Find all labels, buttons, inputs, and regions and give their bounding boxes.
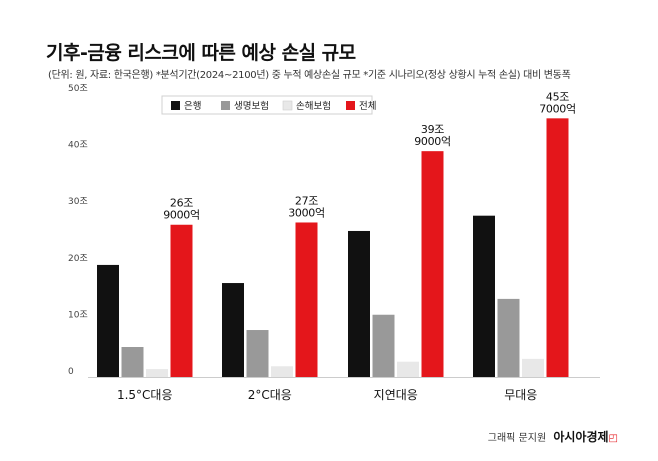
data-label: 39조	[421, 123, 444, 136]
y-tick-label: 10조	[68, 310, 88, 320]
x-tick-label: 지연대응	[374, 388, 418, 402]
legend-swatch	[171, 101, 180, 110]
data-label: 9000억	[414, 135, 451, 148]
bar	[170, 224, 193, 377]
data-label: 45조	[546, 90, 569, 103]
bar	[522, 358, 544, 377]
y-tick-label: 40조	[68, 141, 88, 151]
data-label: 27조	[295, 194, 318, 207]
legend-box	[161, 95, 373, 115]
bar	[246, 330, 269, 377]
bar	[271, 366, 293, 377]
data-label: 3000억	[288, 206, 325, 219]
chart-title: 기후-금융 리스크에 따른 예상 손실 규모	[46, 42, 356, 64]
y-tick-label: 30조	[68, 197, 88, 207]
x-tick-label: 2°C대응	[248, 388, 292, 402]
y-tick-label: 0	[68, 367, 74, 377]
data-label: 26조	[170, 197, 193, 210]
legend: 은행 생명보험 손해보험 전체	[161, 95, 376, 115]
x-axis: 1.5°C대응 2°C대응 지연대응 무대응	[117, 388, 537, 402]
y-tick-label: 20조	[68, 254, 88, 264]
bar	[121, 347, 144, 377]
bar	[397, 361, 419, 377]
legend-swatch	[282, 100, 293, 111]
bar	[97, 264, 119, 377]
bar	[497, 298, 520, 377]
data-label: 9000억	[163, 209, 200, 222]
bar	[348, 230, 370, 377]
bar	[421, 151, 444, 377]
bar	[473, 215, 495, 377]
chart-subtitle: (단위: 원, 자료: 한국은행) *분석기간(2024~2100년) 중 누적…	[48, 70, 571, 81]
legend-label: 손해보험	[296, 100, 331, 112]
bar	[222, 283, 244, 377]
brand-logo: 아시아경제	[553, 430, 609, 444]
y-axis: 0 10조 20조 30조 40조 50조	[68, 84, 600, 378]
legend-label: 생명보험	[234, 101, 269, 112]
bar	[546, 118, 569, 377]
legend-label: 전체	[359, 101, 376, 112]
bar	[295, 222, 318, 377]
y-tick-label: 50조	[68, 84, 88, 94]
brand-mark-icon: ◰	[608, 433, 618, 444]
x-tick-label: 1.5°C대응	[117, 388, 173, 402]
legend-swatch	[221, 101, 230, 110]
x-tick-label: 무대응	[504, 388, 537, 402]
bar	[146, 369, 168, 377]
bars	[97, 118, 569, 377]
data-label: 7000억	[539, 102, 576, 115]
bar	[372, 314, 395, 377]
legend-label: 은행	[184, 100, 201, 112]
legend-swatch	[346, 101, 355, 110]
credit: 그래픽 문지원 아시아경제◰	[488, 428, 618, 445]
credit-text: 그래픽 문지원	[487, 433, 547, 444]
